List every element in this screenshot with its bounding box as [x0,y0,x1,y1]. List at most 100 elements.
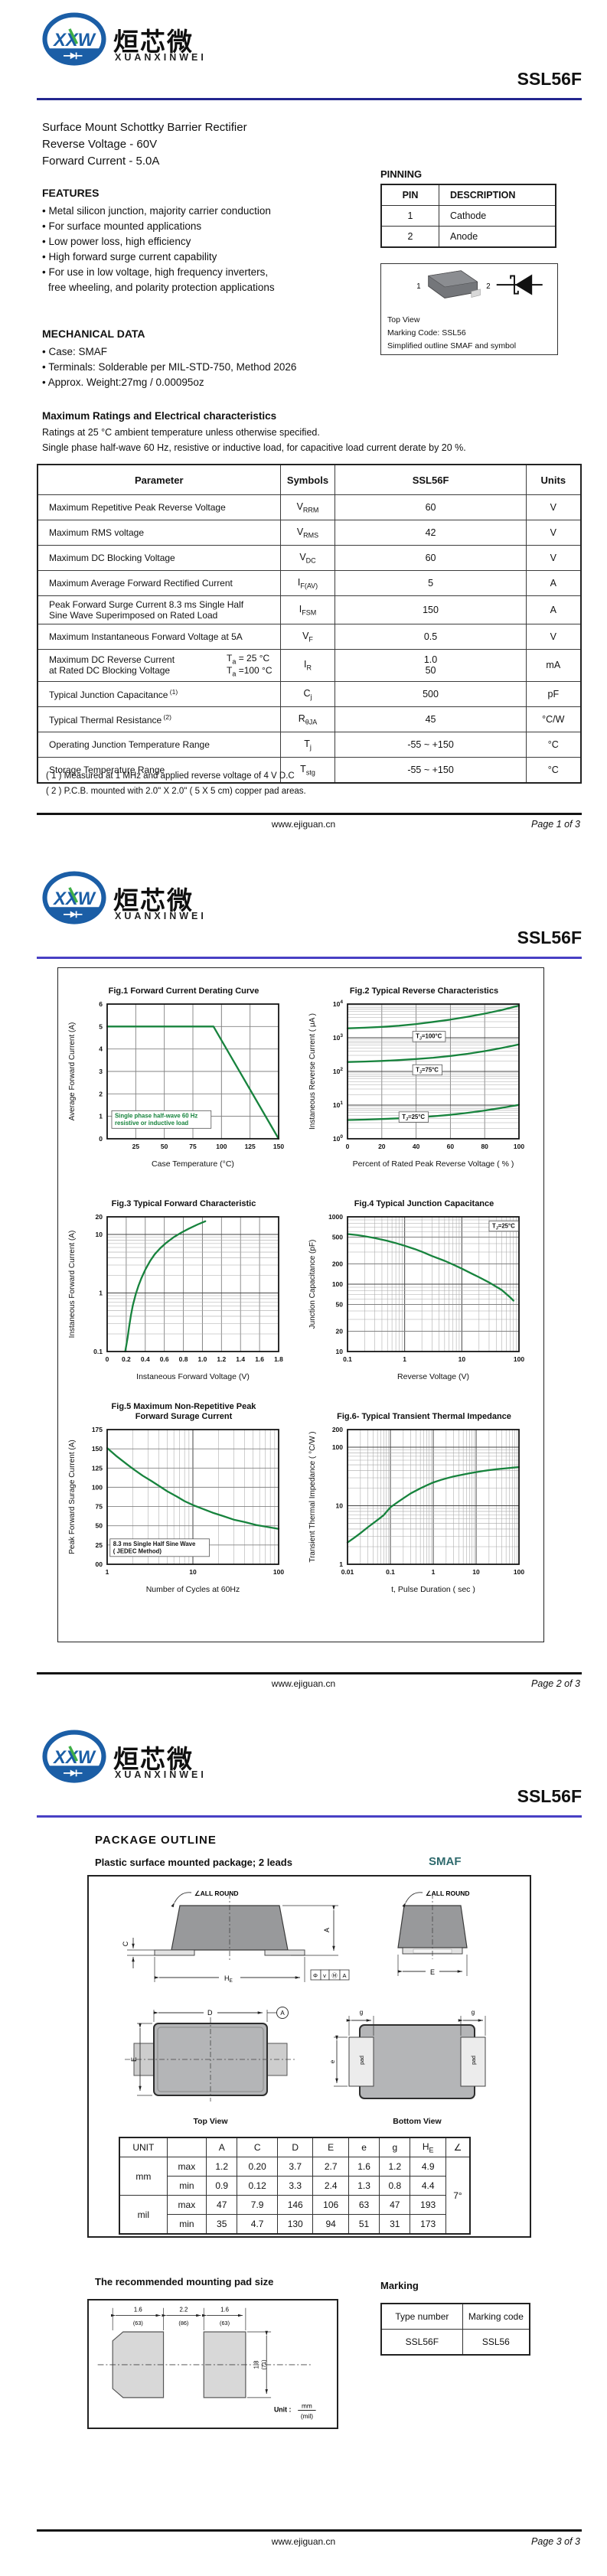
footer-url: www.ejiguan.cn [271,2536,336,2547]
page-number: Page 1 of 3 [531,819,580,830]
figure-2: Fig.2 Typical Reverse Characteristics 0 2… [305,975,543,1178]
package-symbol-box: 1 2 Top View Marking Code: SSL56 Simplif… [380,263,558,355]
svg-text:10: 10 [459,1355,466,1363]
svg-text:8.3 ms Single Half Sine Wave: 8.3 ms Single Half Sine Wave [113,1541,196,1547]
brand-chinese: 烜芯微 [113,886,194,915]
svg-text:125: 125 [92,1464,103,1472]
header-rule [37,957,582,959]
mechanical-title: MECHANICAL DATA [42,328,145,340]
dim-row: min 0.9 0.12 3.3 2.4 1.3 0.8 4.4 [119,2176,470,2196]
svg-text:100: 100 [332,1443,343,1451]
package-side-view-drawing: ∠ALL ROUND A C HE Φ v Ⓜ A [122,1890,350,1984]
mech-item: • Case: SMAF [42,346,107,357]
company-logo-icon: XXW [42,12,106,66]
pad-dim-value: 1.6 [134,2307,142,2314]
svg-text:125: 125 [245,1143,256,1150]
svg-text:resistive or inductive load: resistive or inductive load [115,1120,188,1127]
y-axis-title: Junction Capacitance (pF) [308,1240,317,1329]
figure-title: Fig.1 Forward Current Derating Curve [108,986,259,996]
tick-labels: 0 0.2 0.4 0.6 0.8 1.0 1.2 1.4 1.6 1.8 0.1 1 10 20 [93,1213,283,1363]
svg-text:1.6: 1.6 [255,1355,264,1363]
curve-tj-75-c [346,1043,521,1063]
footnote-1: ( 1 ) Measured at 1 MHz and applied reve… [46,771,295,781]
figures-box [57,967,544,1642]
dim-C-label: C [122,1941,129,1946]
svg-text:60: 60 [447,1143,455,1150]
tick-labels: 25 50 75 100 125 150 0 1 2 3 4 5 6 [99,1000,284,1150]
svg-text:1: 1 [339,1560,343,1568]
fig1-chart: 25 50 75 100 125 150 0 1 2 3 4 5 6 Case Temperature (… [68,1000,284,1169]
dim-header: UNIT [119,2137,168,2157]
svg-text:100: 100 [514,1355,524,1363]
y-axis-title: Instaneous Forward Current (A) [68,1231,77,1339]
svg-text:0.1: 0.1 [386,1568,395,1576]
svg-text:100: 100 [514,1143,524,1150]
curve-cj [346,1233,514,1302]
svg-text:10: 10 [189,1568,197,1576]
pkg-note-outline: Simplified outline SMAF and symbol [387,341,517,351]
all-round-label: ∠ALL ROUND [426,1890,470,1897]
pkg-note-marking-code: Marking Code: SSL56 [387,328,466,337]
footer-url: www.ejiguan.cn [271,1678,336,1689]
pad-dim-mil: (63) [133,2320,143,2327]
svg-text:TJ=25°C: TJ=25°C [492,1222,515,1231]
pinning-row: 2 Anode [380,226,556,248]
marking-header: Type number [380,2303,463,2330]
pinning-row: 1 Cathode [380,205,556,227]
feature-item: • Low power loss, high efficiency [42,236,191,247]
ratings-header: SSL56F [335,464,527,495]
pad-dim-mil: (63) [220,2320,230,2327]
brand-chinese: 烜芯微 [113,28,194,56]
dim-header: e [348,2137,380,2157]
svg-text:0.01: 0.01 [341,1568,354,1576]
dim-g-label: g [360,2009,363,2016]
y-axis-title: Peak Forward Surage Current (A) [68,1440,77,1554]
svg-text:50: 50 [161,1143,168,1150]
chart-annotation: TJ=75°C [412,1064,442,1076]
tick-labels: 1 10 100 00 25 50 75 100 125 150 175 [92,1426,285,1576]
ratings-table: Parameter Symbols SSL56F Units Maximum R… [37,464,582,784]
description-line: Reverse Voltage - 60V [42,138,158,151]
svg-text:0: 0 [99,1135,103,1143]
dim-row: mm max 1.2 0.20 3.7 2.7 1.6 1.2 4.9 7° [119,2157,471,2235]
chart-annotation: TJ=100°C [412,1031,446,1042]
svg-text:10: 10 [472,1568,480,1576]
figure-title: Fig.3 Typical Forward Characteristic [111,1199,256,1208]
svg-text:10: 10 [96,1231,103,1238]
marking-header: Marking code [462,2303,530,2330]
part-number: SSL56F [517,69,582,89]
marking-table: Type number Marking code SSL56F SSL56 [380,2303,530,2356]
x-axis-title: Instaneous Forward Voltage (V) [136,1372,250,1381]
svg-text:100: 100 [216,1143,227,1150]
svg-text:0.1: 0.1 [93,1348,103,1355]
svg-text:101: 101 [333,1101,343,1109]
figure-4: Fig.4 Typical Junction Capacitance 0.1 1 1… [305,1188,543,1391]
svg-text:1: 1 [432,1568,436,1576]
mounting-pad-drawing: 1.6 (63) 2.2 (86) 1.6 (63) 1.8 (71) Unit… [97,2307,316,2420]
dim-header: E [312,2137,349,2157]
datum-A-label: A [280,2010,285,2017]
ratings-header: Parameter [37,464,281,495]
curve-if-vf [124,1220,207,1353]
fig4-chart: 0.1 1 10 100 10 20 50 100 200 500 1000 Reverse Volt… [308,1213,524,1381]
page-3: XXW 烜芯微 XUANXINWEI SSL56F PACKAGE OUTLIN… [0,1717,607,2576]
package-bottom-view-drawing: pad pad g g e [329,2009,486,2099]
svg-text:( JEDEC Method): ( JEDEC Method) [113,1547,162,1554]
page-number: Page 2 of 3 [531,1678,580,1689]
pkg-note-top-view: Top View [387,315,420,324]
chart-annotation: TJ=25°C [398,1111,429,1123]
svg-text:150: 150 [273,1143,284,1150]
part-number: SSL56F [517,928,582,947]
dim-e-label: e [329,2059,336,2063]
features-title: FEATURES [42,187,100,199]
footer-url: www.ejiguan.cn [271,819,336,830]
dim-E-label: E [130,2057,138,2062]
svg-text:0: 0 [106,1355,109,1363]
marking-code: SSL56 [462,2329,530,2356]
y-axis-title: Transient Thermal Impedance ( °C/W ) [308,1431,317,1562]
package-outline-heading: PACKAGE OUTLINE [95,1834,217,1847]
package-name: SMAF [429,1855,462,1868]
svg-text:75: 75 [189,1143,197,1150]
svg-text:1: 1 [99,1113,103,1120]
